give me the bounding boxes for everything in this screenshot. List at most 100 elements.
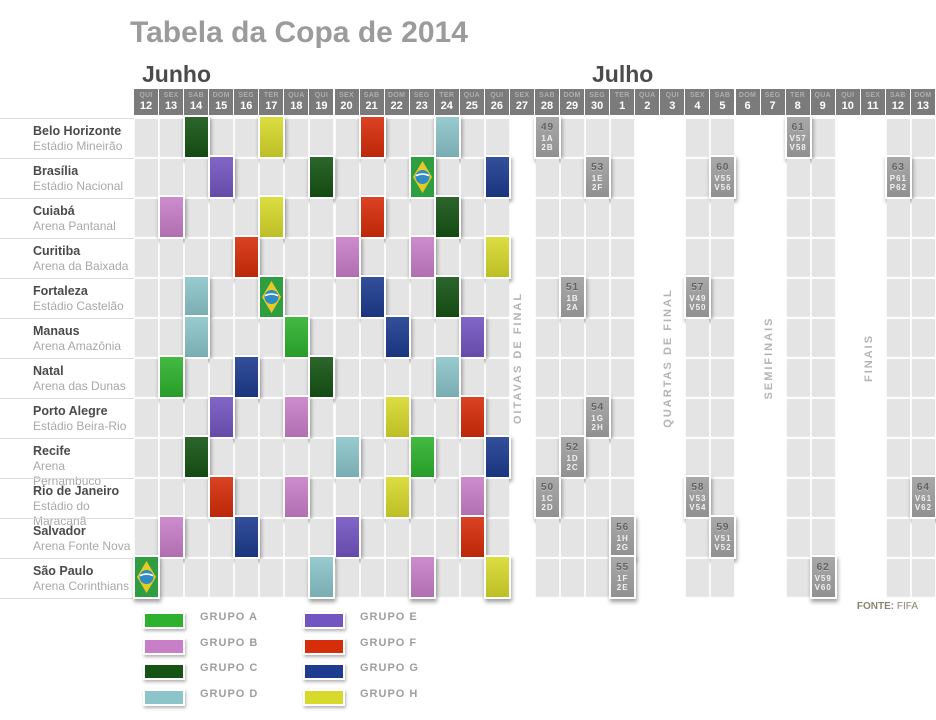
calendar-cell bbox=[160, 239, 184, 276]
day-number-label: 29 bbox=[565, 100, 579, 112]
day-header: QUI 10 bbox=[835, 89, 860, 115]
calendar-cell bbox=[410, 119, 434, 156]
calendar-cell bbox=[536, 439, 559, 476]
calendar-cell bbox=[911, 159, 935, 196]
knockout-match-cell: 49 1A 2B bbox=[534, 115, 561, 159]
day-number-label: 30 bbox=[591, 100, 604, 112]
legend-label-group-f: GRUPO F bbox=[360, 637, 418, 649]
calendar-cell bbox=[135, 319, 158, 356]
venue-stadium: Arena das Dunas bbox=[33, 379, 126, 393]
calendar-cell bbox=[385, 519, 409, 556]
calendar-cell bbox=[210, 319, 234, 356]
calendar-cell bbox=[485, 519, 509, 556]
calendar-cell bbox=[335, 279, 359, 316]
day-number-label: 26 bbox=[490, 100, 503, 112]
legend-label-group-g: GRUPO G bbox=[360, 662, 419, 674]
calendar-cell bbox=[811, 159, 835, 196]
match-home-code: 1D bbox=[566, 453, 579, 463]
day-header: QUA 18 bbox=[284, 89, 309, 115]
calendar-cell bbox=[435, 479, 459, 516]
legend-swatch-group-d bbox=[143, 689, 185, 706]
calendar-cell bbox=[911, 439, 935, 476]
calendar-cell bbox=[711, 559, 735, 596]
calendar-cell bbox=[310, 239, 334, 276]
calendar-cell bbox=[460, 279, 484, 316]
calendar-cell bbox=[911, 519, 935, 556]
day-header: SAB 21 bbox=[359, 89, 384, 115]
calendar-cell bbox=[686, 559, 710, 596]
calendar-cell bbox=[385, 559, 409, 596]
calendar-cell bbox=[611, 199, 635, 236]
calendar-cell bbox=[210, 519, 234, 556]
calendar-cell bbox=[335, 159, 359, 196]
calendar-cell bbox=[335, 559, 359, 596]
calendar-cell bbox=[260, 559, 284, 596]
day-of-week-label: QUI bbox=[841, 92, 855, 99]
knockout-match-cell: 56 1H 2G bbox=[609, 515, 637, 559]
calendar-cell bbox=[160, 439, 184, 476]
calendar-cell bbox=[686, 239, 710, 276]
calendar-cell bbox=[210, 239, 234, 276]
calendar-cell bbox=[711, 399, 735, 436]
group-match-cell bbox=[158, 515, 186, 559]
calendar-cell bbox=[260, 519, 284, 556]
match-away-code: 2E bbox=[616, 582, 629, 592]
calendar-cell bbox=[611, 319, 635, 356]
group-match-cell bbox=[358, 195, 386, 239]
calendar-cell bbox=[586, 559, 610, 596]
match-away-code: V58 bbox=[789, 142, 807, 152]
group-match-cell bbox=[233, 355, 261, 399]
day-of-week-label: SAB bbox=[890, 92, 906, 99]
calendar-cell bbox=[711, 479, 735, 516]
match-away-code: 2H bbox=[591, 422, 604, 432]
group-match-cell bbox=[358, 275, 386, 319]
group-match-cell bbox=[383, 475, 411, 519]
group-match-cell bbox=[433, 115, 461, 159]
knockout-match-cell: 61 V57 V58 bbox=[784, 115, 812, 159]
day-number-label: 4 bbox=[694, 100, 701, 112]
match-away-code: V54 bbox=[689, 502, 707, 512]
match-away-code: V60 bbox=[814, 582, 832, 592]
calendar-cell bbox=[410, 519, 434, 556]
calendar-cell bbox=[460, 239, 484, 276]
calendar-cell bbox=[811, 439, 835, 476]
calendar-cell bbox=[711, 439, 735, 476]
calendar-cell bbox=[160, 399, 184, 436]
day-number-label: 21 bbox=[365, 100, 378, 112]
knockout-match-cell: 57 V49 V50 bbox=[684, 275, 712, 319]
calendar-cell bbox=[561, 119, 585, 156]
knockout-match-cell: 63 P61 P62 bbox=[884, 155, 912, 199]
calendar-cell bbox=[786, 199, 810, 236]
calendar-cell bbox=[310, 479, 334, 516]
day-of-week-label: QUI bbox=[139, 92, 153, 99]
calendar-cell bbox=[886, 399, 910, 436]
calendar-cell bbox=[185, 359, 209, 396]
calendar-cell bbox=[410, 319, 434, 356]
calendar-cell bbox=[686, 199, 710, 236]
calendar-cell bbox=[185, 239, 209, 276]
calendar-cell bbox=[786, 519, 810, 556]
calendar-cell bbox=[335, 119, 359, 156]
calendar-cell bbox=[811, 479, 835, 516]
brazil-flag-icon bbox=[135, 557, 158, 597]
venue-label: Curitiba Arena da Baixada bbox=[0, 238, 134, 278]
group-match-cell bbox=[258, 195, 286, 239]
day-header: QUI 26 bbox=[484, 89, 509, 115]
day-header: QUA 9 bbox=[810, 89, 835, 115]
match-away-code: 2F bbox=[591, 182, 604, 192]
calendar-cell bbox=[886, 439, 910, 476]
group-match-cell bbox=[383, 315, 411, 359]
match-away-code: 2A bbox=[566, 302, 579, 312]
match-number: 59 bbox=[716, 521, 730, 533]
day-header: TER 17 bbox=[259, 89, 284, 115]
match-home-code: V59 bbox=[814, 573, 832, 583]
calendar-cell bbox=[586, 279, 610, 316]
calendar-cell bbox=[886, 359, 910, 396]
group-match-cell bbox=[183, 315, 211, 359]
venue-city: Rio de Janeiro bbox=[33, 484, 120, 498]
calendar-cell bbox=[335, 319, 359, 356]
calendar-cell bbox=[235, 559, 259, 596]
group-match-cell bbox=[233, 235, 261, 279]
calendar-cell bbox=[435, 559, 459, 596]
brazil-flag-icon bbox=[410, 157, 434, 197]
